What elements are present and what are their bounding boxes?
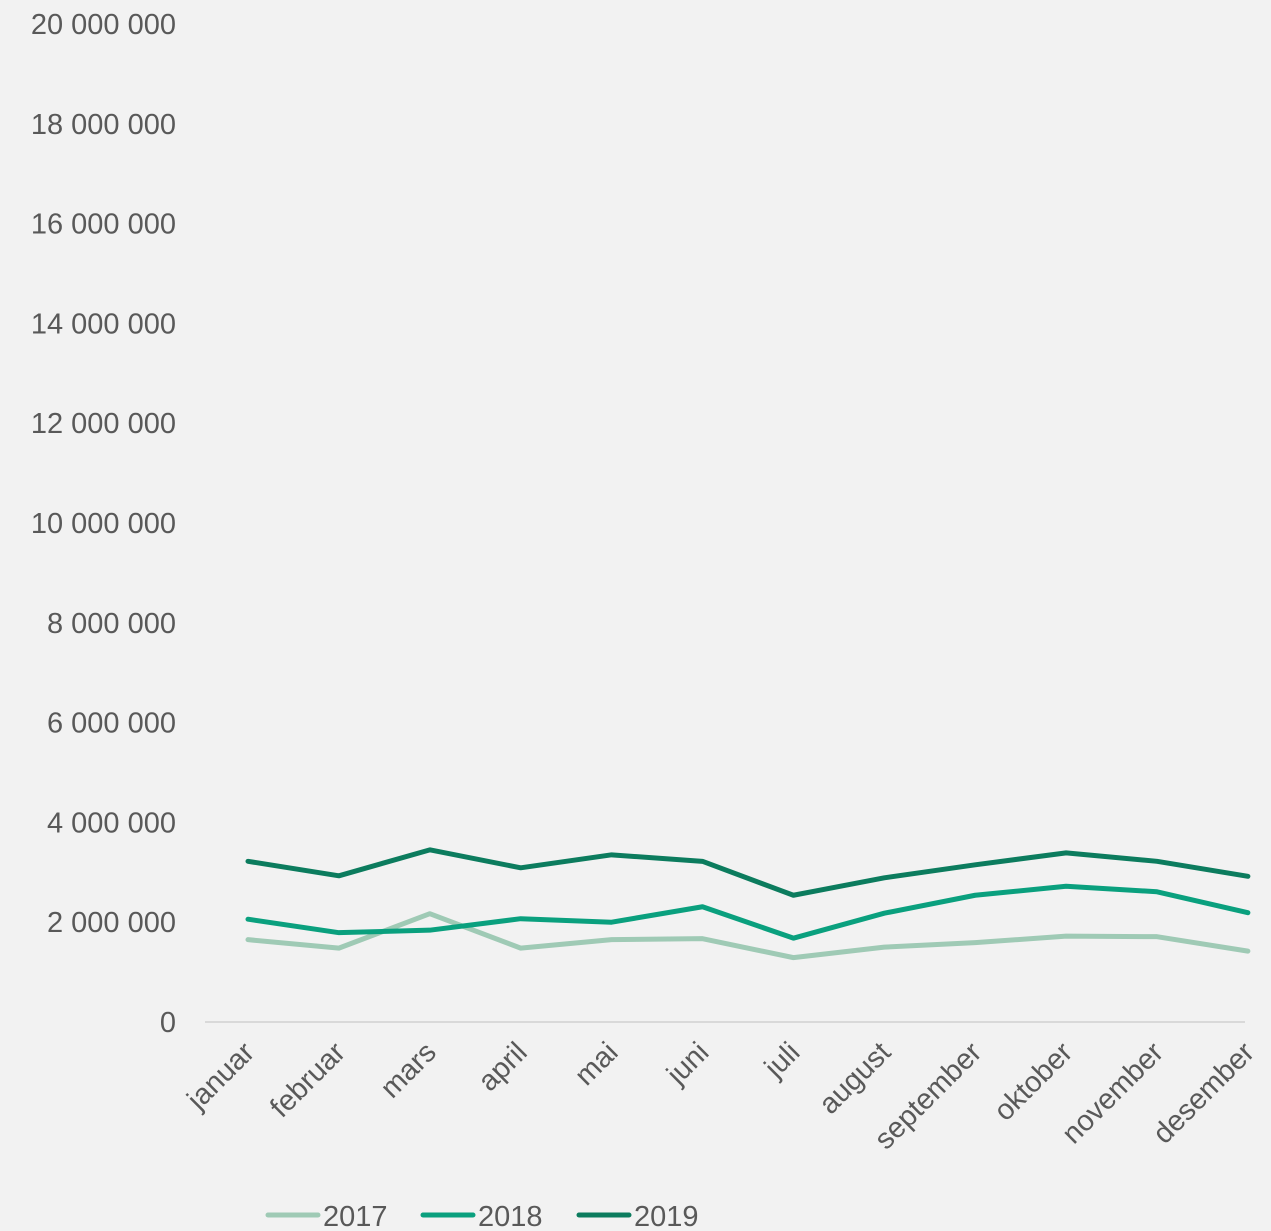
legend: 2017 2018 2019 <box>265 1201 699 1231</box>
x-tick-label: juni <box>660 1036 715 1091</box>
x-tick-label: august <box>813 1036 897 1120</box>
legend-label-2018: 2018 <box>478 1201 543 1231</box>
series-line-2019 <box>245 847 1251 898</box>
y-tick-label: 10 000 000 <box>31 508 176 540</box>
x-tick-label: oktober <box>988 1036 1079 1127</box>
x-axis: januar februar mars april mai juni juli augusts… <box>181 1036 1261 1156</box>
y-tick-label: 4 000 000 <box>47 807 176 839</box>
y-tick-label: 12 000 000 <box>31 408 176 440</box>
y-tick-label: 20 000 000 <box>31 9 176 41</box>
y-tick-label: 6 000 000 <box>47 708 176 740</box>
y-tick-label: 16 000 000 <box>31 209 176 241</box>
y-tick-label: 0 <box>160 1007 176 1039</box>
x-tick-label: mars <box>375 1036 443 1104</box>
y-tick-label: 8 000 000 <box>47 608 176 640</box>
series-line-2018 <box>245 883 1251 941</box>
series-line-2017 <box>245 911 1251 961</box>
y-tick-label: 14 000 000 <box>31 308 176 340</box>
legend-label-2019: 2019 <box>634 1201 699 1231</box>
x-tick-label: juli <box>758 1036 806 1084</box>
y-tick-label: 18 000 000 <box>31 109 176 141</box>
y-axis: 0 2 000 000 4 000 000 6 000 000 8 000 000 10 … <box>31 9 176 1039</box>
x-tick-label: februar <box>264 1036 352 1124</box>
x-tick-label: mai <box>569 1036 625 1092</box>
plot-area <box>245 847 1251 961</box>
x-tick-label: april <box>472 1036 533 1097</box>
legend-label-2017: 2017 <box>323 1201 388 1231</box>
x-tick-label: januar <box>181 1036 262 1117</box>
y-tick-label: 2 000 000 <box>47 907 176 939</box>
